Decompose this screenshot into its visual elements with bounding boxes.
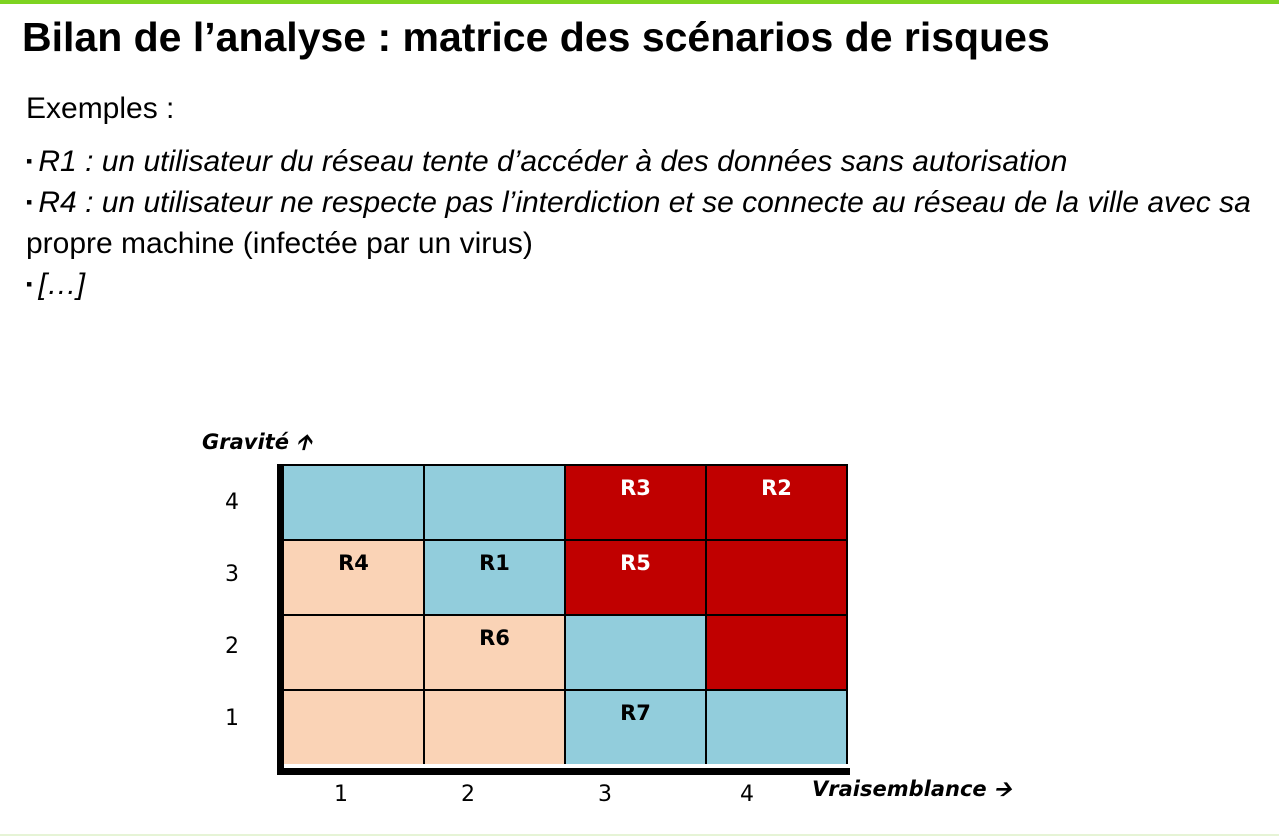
bullet-text: R1 : un utilisateur du réseau tente d’ac…: [38, 145, 1068, 178]
y-tick: 3: [225, 562, 239, 587]
matrix-cell: [707, 689, 848, 764]
bullet-marker: ▪: [26, 192, 33, 212]
bullet-item: ▪ R1 : un utilisateur du réseau tente d’a…: [26, 141, 1256, 182]
matrix-cell: [707, 539, 848, 614]
matrix-cell: R1: [425, 539, 566, 614]
matrix-cell: [284, 614, 425, 689]
matrix-cell: [284, 464, 425, 539]
bullet-item: ▪ […]: [26, 264, 1256, 305]
bullet-list: ▪ R1 : un utilisateur du réseau tente d’a…: [26, 141, 1256, 305]
matrix-cell: R5: [566, 539, 707, 614]
intro-text: Exemples :: [26, 92, 175, 125]
matrix-cell: R2: [707, 464, 848, 539]
matrix-cell: R4: [284, 539, 425, 614]
x-axis-title: Vraisemblance 🡪: [812, 777, 1012, 801]
matrix-cell: [707, 614, 848, 689]
slide-title: Bilan de l’analyse : matrice des scénari…: [22, 14, 1050, 60]
bottom-divider: [0, 834, 1279, 836]
bullet-marker: ▪: [26, 274, 33, 294]
matrix-cell: [425, 464, 566, 539]
y-tick: 1: [225, 706, 239, 731]
x-tick: 3: [598, 782, 612, 807]
y-tick: 2: [225, 634, 239, 659]
x-tick: 1: [334, 782, 348, 807]
x-tick: 2: [461, 782, 475, 807]
matrix-cell: R7: [566, 689, 707, 764]
bullet-continuation: propre machine (infectée par un virus): [26, 227, 533, 260]
top-accent-bar: [0, 0, 1279, 4]
bullet-text: […]: [38, 268, 86, 301]
bullet-marker: ▪: [26, 151, 33, 171]
y-tick: 4: [225, 490, 239, 515]
risk-matrix: Gravité 🡩 4 3 2 1 R3 R2 R4 R1 R5 R6 R7 1…: [195, 420, 1035, 820]
matrix-grid: R3 R2 R4 R1 R5 R6 R7: [277, 464, 850, 775]
matrix-cell: [566, 614, 707, 689]
matrix-cell: [425, 689, 566, 764]
x-tick: 4: [740, 782, 754, 807]
matrix-cell: R3: [566, 464, 707, 539]
bullet-item: ▪ R4 : un utilisateur ne respecte pas l’i…: [26, 182, 1256, 264]
matrix-cell: R6: [425, 614, 566, 689]
bullet-text: R4 : un utilisateur ne respecte pas l’in…: [38, 186, 1251, 219]
matrix-cell: [284, 689, 425, 764]
y-axis-title: Gravité 🡩: [202, 430, 312, 454]
